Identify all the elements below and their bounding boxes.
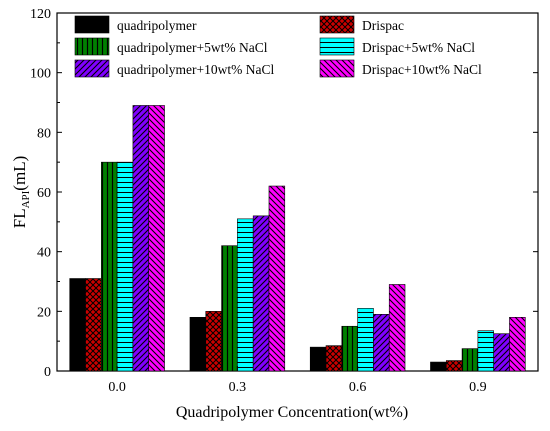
y-tick-label: 120	[30, 7, 51, 22]
bar-quadripolymer-10wt-nacl-0.0	[132, 105, 150, 372]
legend-swatch	[319, 15, 355, 34]
bar-drispac-0.3	[205, 311, 222, 372]
bar-drispac-0.6	[325, 345, 343, 372]
bar-drispac-10wt-nacl-0.0	[148, 105, 165, 372]
bar-drispac-0.9	[445, 360, 463, 372]
legend-swatch	[319, 37, 355, 56]
bar-drispac-10wt-nacl-0.9	[509, 316, 526, 372]
y-axis-label-unit: (mL)	[10, 156, 29, 191]
bar-drispac-0.0	[85, 278, 102, 372]
y-axis-label-sub: API	[20, 190, 32, 208]
bar-quadripolymer-0.9	[430, 361, 447, 372]
y-tick-label: 0	[44, 365, 51, 380]
legend-label: Drispac+5wt% NaCl	[362, 40, 475, 55]
legend-label: quadripolymer+10wt% NaCl	[117, 62, 274, 77]
y-tick-label: 60	[37, 186, 51, 201]
bar-drispac-5wt-nacl-0.0	[116, 161, 134, 372]
bars-layer	[69, 105, 526, 372]
legend-swatch	[319, 59, 355, 78]
bar-quadripolymer-5wt-nacl-0.6	[341, 325, 358, 372]
y-tick-label: 40	[37, 246, 51, 261]
x-tick-label: 0.3	[229, 380, 247, 395]
legend-label: quadripolymer+5wt% NaCl	[117, 40, 268, 55]
x-axis-label: Quadripolymer Concentration(wt%)	[176, 404, 408, 421]
bar-quadripolymer-5wt-nacl-0.0	[101, 161, 118, 372]
legend-label: Drispac+10wt% NaCl	[362, 62, 482, 77]
y-axis-label-main: FL	[10, 208, 29, 228]
bar-quadripolymer-10wt-nacl-0.3	[252, 215, 270, 372]
legend: quadripolymer Drispac quadripolymer+5wt% N…	[74, 15, 482, 78]
y-tick-label: 80	[37, 126, 51, 141]
plot-area: 0 20 40 60 80 100 120 0.0 0.3 0.6 0.9	[30, 7, 539, 395]
bar-quadripolymer-0.3	[189, 316, 207, 372]
y-axis: 0 20 40 60 80 100 120	[30, 7, 538, 380]
bar-quadripolymer-10wt-nacl-0.9	[493, 333, 510, 372]
y-tick-label: 100	[30, 67, 51, 82]
x-tick-label: 0.9	[469, 380, 487, 395]
bar-quadripolymer-0.6	[309, 346, 327, 372]
x-tick-label: 0.6	[349, 380, 367, 395]
x-tick-label: 0.0	[108, 380, 126, 395]
bar-drispac-10wt-nacl-0.6	[388, 284, 406, 372]
y-tick-label: 20	[37, 305, 51, 320]
legend-label: quadripolymer	[117, 18, 197, 33]
bar-quadripolymer-5wt-nacl-0.3	[221, 245, 238, 372]
y-axis-label: FLAPI(mL)	[10, 156, 32, 229]
bar-drispac-5wt-nacl-0.3	[237, 218, 254, 372]
bar-quadripolymer-5wt-nacl-0.9	[461, 348, 479, 372]
bar-quadripolymer-0.0	[69, 278, 86, 372]
legend-swatch	[74, 15, 110, 34]
bar-quadripolymer-10wt-nacl-0.6	[373, 314, 390, 372]
legend-label: Drispac	[362, 18, 404, 33]
legend-swatch	[74, 59, 110, 78]
bar-drispac-5wt-nacl-0.6	[357, 308, 374, 372]
legend-swatch	[74, 37, 110, 56]
bar-drispac-5wt-nacl-0.9	[477, 330, 494, 372]
bar-drispac-10wt-nacl-0.3	[268, 185, 286, 372]
x-axis: 0.0 0.3 0.6 0.9	[108, 366, 487, 395]
